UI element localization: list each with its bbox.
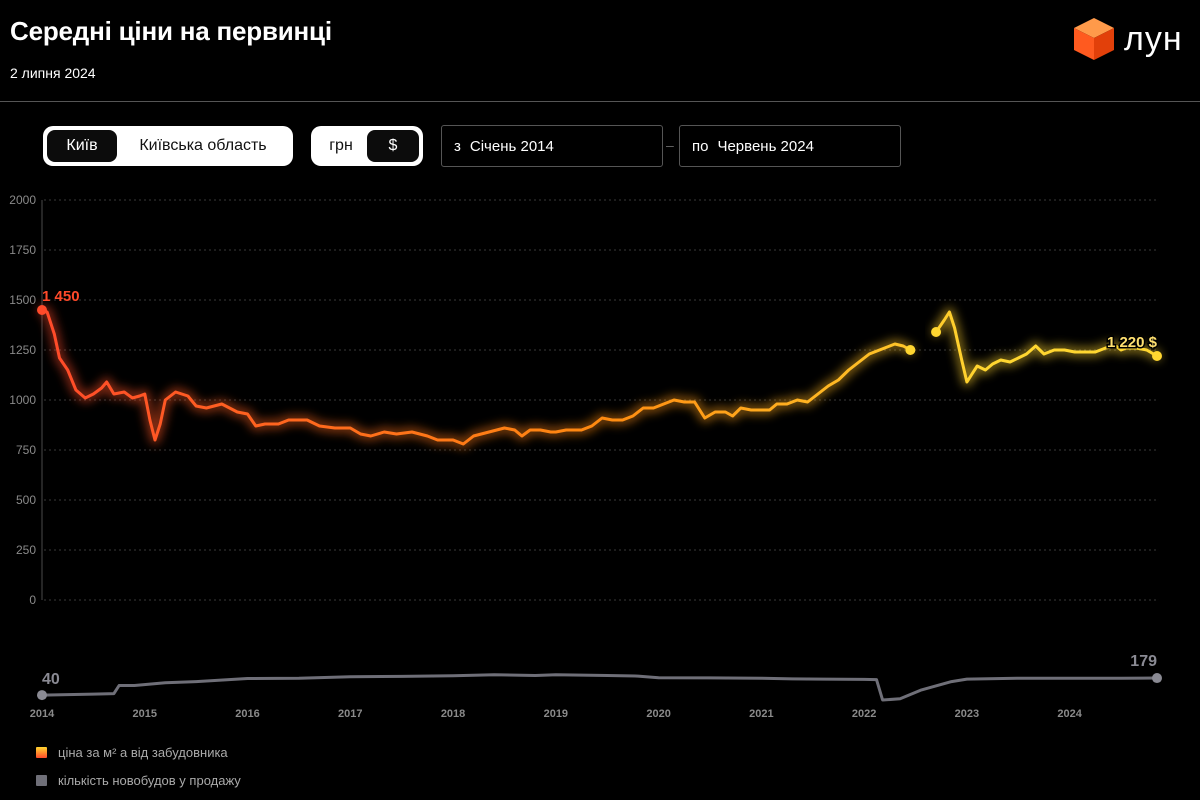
legend-label-count: кількість новобудов у продажу: [58, 773, 241, 788]
price-line-segment: [934, 310, 1159, 384]
price-series: [37, 305, 1162, 449]
count-end-label: 179: [1130, 653, 1157, 670]
price-line-segment: [40, 308, 912, 446]
x-tick-label: 2019: [544, 708, 568, 720]
price-start-label: 1 450: [42, 288, 80, 305]
report-date: 2 липня 2024: [10, 65, 96, 81]
region-toggle: Київ Київська область: [43, 126, 293, 166]
chart-grid: [44, 199, 1157, 601]
date-to-value: Червень 2024: [717, 137, 814, 155]
x-tick-label: 2014: [30, 708, 55, 720]
y-tick-label: 500: [16, 493, 36, 507]
date-from-prefix: з: [454, 137, 461, 155]
price-gap-start-point[interactable]: [905, 345, 916, 355]
currency-option-uah[interactable]: грн: [329, 137, 353, 154]
price-start-point[interactable]: [37, 305, 47, 315]
count-line: [41, 673, 1158, 702]
date-from-select[interactable]: з Січень 2014: [441, 125, 663, 167]
count-start-label: 40: [42, 671, 60, 688]
date-to-select[interactable]: по Червень 2024: [679, 125, 901, 167]
legend-item-price: ціна за м² а від забудовника: [36, 745, 228, 760]
y-axis: 0 250 500 750 1000 1250 1500 1750 2000: [9, 193, 43, 607]
x-tick-label: 2020: [646, 708, 670, 720]
chart-labels: 1 450 1 220 $ 40 179: [42, 288, 1159, 688]
legend-swatch-count: [36, 775, 47, 786]
legend-item-count: кількість новобудов у продажу: [36, 773, 241, 788]
count-series: [37, 673, 1162, 702]
y-tick-label: 1250: [9, 343, 36, 357]
price-line-glow: [37, 305, 915, 449]
legend-label-price: ціна за м² а від забудовника: [58, 745, 228, 760]
price-gap-end-point[interactable]: [931, 327, 942, 337]
region-option-kyiv-oblast[interactable]: Київська область: [139, 137, 267, 154]
y-tick-label: 2000: [9, 193, 36, 207]
x-tick-label: 2021: [749, 708, 773, 720]
y-tick-label: 250: [16, 543, 36, 557]
y-tick-label: 1500: [9, 293, 36, 307]
page-title: Середні ціни на первинці: [10, 16, 332, 46]
legend-swatch-price: [36, 747, 47, 758]
price-end-label: 1 220 $: [1107, 334, 1158, 351]
x-tick-label: 2023: [955, 708, 979, 720]
count-end-point[interactable]: [1152, 673, 1162, 684]
price-end-point[interactable]: [1152, 351, 1162, 361]
y-tick-label: 1000: [9, 393, 36, 407]
header-divider: [0, 101, 1200, 102]
currency-toggle: грн $: [311, 126, 423, 166]
date-range-separator: –: [666, 137, 674, 153]
lun-logo[interactable]: лун: [1072, 16, 1183, 62]
x-axis: 2014 2015 2016 2017 2018 2019 2020 2021 2022 2023…: [30, 708, 1083, 720]
logo-text: лун: [1124, 19, 1183, 58]
x-tick-label: 2015: [133, 708, 157, 720]
x-tick-label: 2022: [852, 708, 876, 720]
x-tick-label: 2016: [235, 708, 259, 720]
date-to-prefix: по: [692, 137, 709, 155]
region-option-kyiv[interactable]: Київ: [47, 130, 117, 162]
date-from-value: Січень 2014: [469, 137, 554, 155]
count-start-point[interactable]: [37, 690, 47, 701]
cube-icon: [1074, 18, 1114, 60]
currency-option-usd[interactable]: $: [367, 130, 419, 162]
y-tick-label: 0: [29, 593, 36, 607]
x-tick-label: 2024: [1057, 708, 1082, 720]
y-tick-label: 750: [16, 443, 36, 457]
x-tick-label: 2017: [338, 708, 362, 720]
y-tick-label: 1750: [9, 243, 36, 257]
x-tick-label: 2018: [441, 708, 465, 720]
